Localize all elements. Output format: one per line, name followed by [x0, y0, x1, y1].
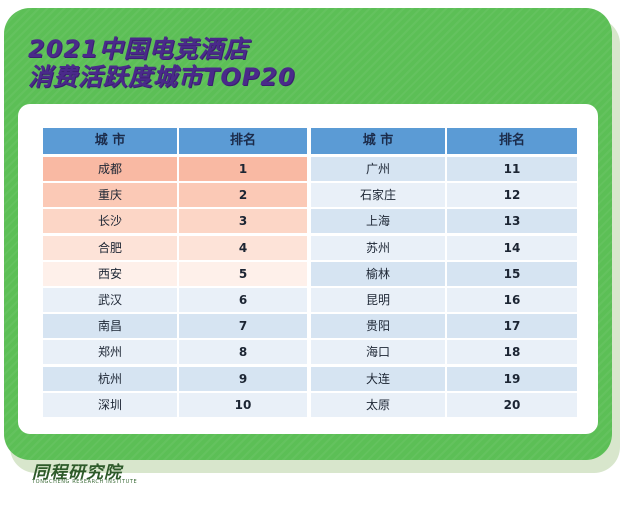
city-cell: 大连 [311, 367, 445, 391]
rank-cell: 7 [179, 314, 307, 338]
city-cell: 南昌 [43, 314, 177, 338]
rank-cell: 20 [447, 393, 577, 417]
city-cell: 苏州 [311, 236, 445, 260]
city-cell: 石家庄 [311, 183, 445, 207]
city-cell: 合肥 [43, 236, 177, 260]
rank-cell: 17 [447, 314, 577, 338]
rank-cell: 1 [179, 157, 307, 181]
city-cell: 贵阳 [311, 314, 445, 338]
left-city-header: 城 市 [43, 128, 177, 154]
city-cell: 西安 [43, 262, 177, 286]
rank-cell: 6 [179, 288, 307, 312]
rank-cell: 13 [447, 209, 577, 233]
city-cell: 郑州 [43, 340, 177, 364]
city-cell: 重庆 [43, 183, 177, 207]
right-rank-header: 排名 [447, 128, 577, 154]
city-cell: 深圳 [43, 393, 177, 417]
page-title-line2: 消费活跃度城市TOP20 [28, 63, 296, 91]
right-city-header: 城 市 [311, 128, 445, 154]
brand-subtitle: TONGCHENG RESEARCH INSTITUTE [32, 479, 138, 485]
rank-cell: 4 [179, 236, 307, 260]
city-cell: 海口 [311, 340, 445, 364]
city-cell: 太原 [311, 393, 445, 417]
rank-cell: 11 [447, 157, 577, 181]
brand-logo: 同程研究院 [32, 463, 122, 483]
city-cell: 长沙 [43, 209, 177, 233]
city-cell: 广州 [311, 157, 445, 181]
rank-cell: 9 [179, 367, 307, 391]
page-title-line1: 2021中国电竞酒店 [28, 35, 249, 63]
rank-cell: 12 [447, 183, 577, 207]
rank-cell: 19 [447, 367, 577, 391]
rank-cell: 15 [447, 262, 577, 286]
rank-cell: 3 [179, 209, 307, 233]
city-cell: 上海 [311, 209, 445, 233]
rank-cell: 18 [447, 340, 577, 364]
rank-cell: 5 [179, 262, 307, 286]
city-cell: 武汉 [43, 288, 177, 312]
city-cell: 榆林 [311, 262, 445, 286]
city-cell: 成都 [43, 157, 177, 181]
rank-cell: 8 [179, 340, 307, 364]
city-cell: 杭州 [43, 367, 177, 391]
rank-cell: 14 [447, 236, 577, 260]
city-cell: 昆明 [311, 288, 445, 312]
rank-cell: 16 [447, 288, 577, 312]
rank-cell: 2 [179, 183, 307, 207]
left-rank-header: 排名 [179, 128, 307, 154]
rank-cell: 10 [179, 393, 307, 417]
